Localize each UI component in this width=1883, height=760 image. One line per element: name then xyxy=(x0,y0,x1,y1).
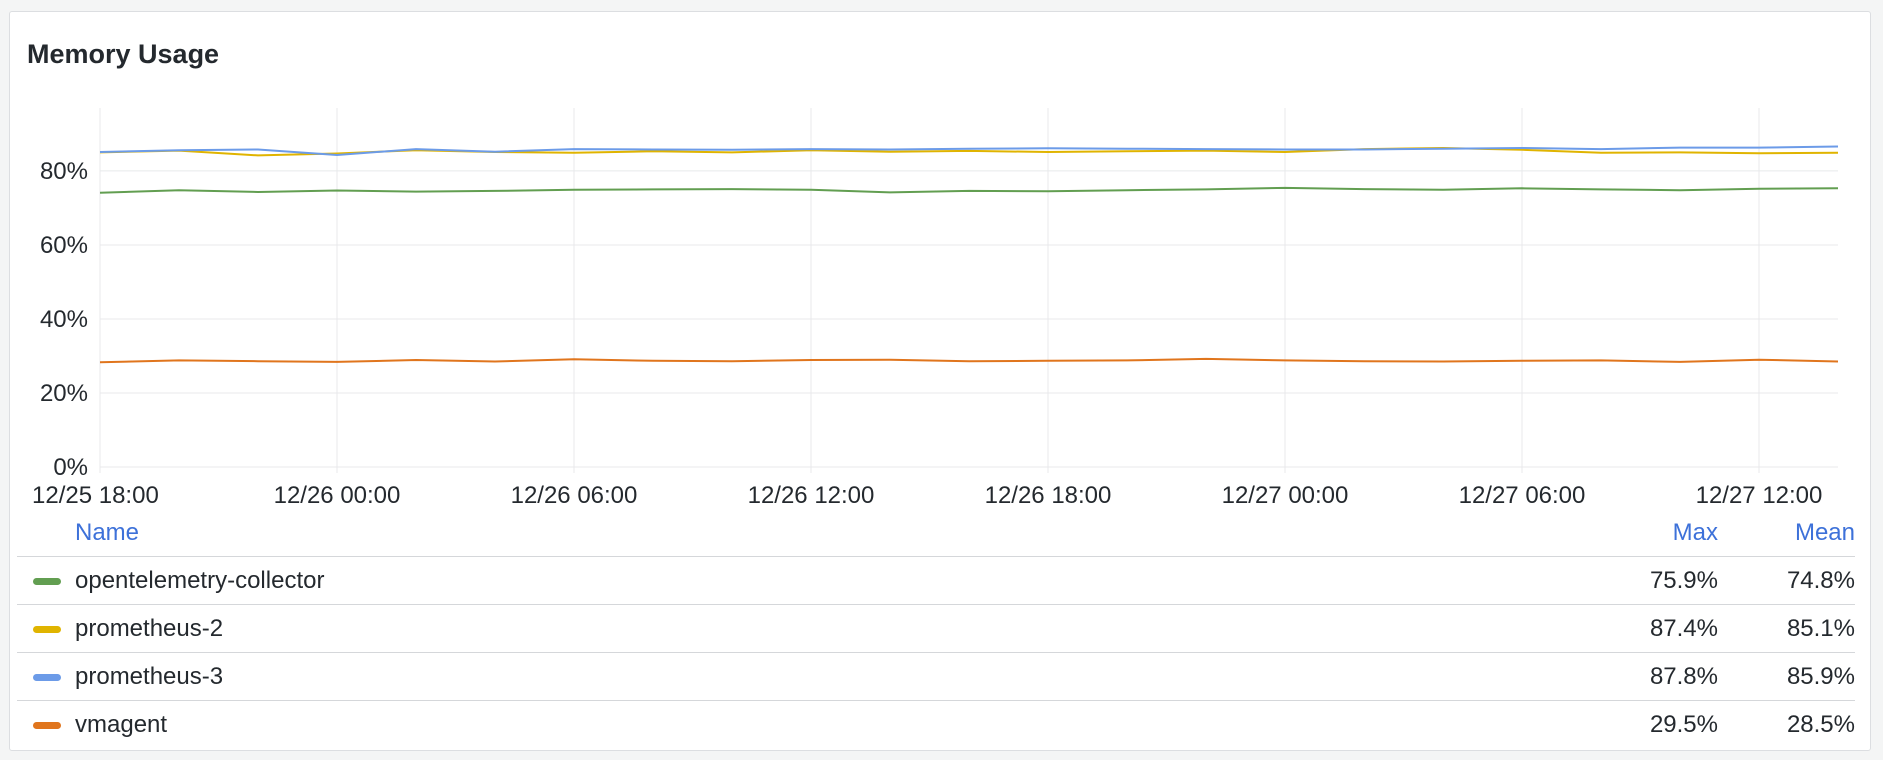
series-color-swatch[interactable] xyxy=(33,578,61,585)
x-tick-label: 12/26 06:00 xyxy=(511,482,638,509)
series-max: 87.4% xyxy=(1649,615,1718,642)
y-axis: 0% 20% 40% 60% 80% xyxy=(40,158,88,481)
series-max: 29.5% xyxy=(1649,711,1718,738)
x-tick-label: 12/25 18:00 xyxy=(32,482,159,509)
legend-header-name[interactable]: Name xyxy=(75,519,140,546)
series-color-swatch[interactable] xyxy=(33,674,61,681)
series-line-prometheus-3 xyxy=(99,145,1839,156)
series-mean: 85.1% xyxy=(1786,615,1855,642)
legend-row-vmagent[interactable]: vmagent 29.5% 28.5% xyxy=(17,701,1855,748)
panel-title: Memory Usage xyxy=(27,39,220,69)
x-tick-label: 12/27 12:00 xyxy=(1696,482,1823,509)
series-name[interactable]: prometheus-3 xyxy=(75,663,224,690)
y-tick-label: 40% xyxy=(40,306,88,333)
series-color-swatch[interactable] xyxy=(33,626,61,633)
series-line-opentelemetry-collector xyxy=(99,186,1839,194)
x-tick-label: 12/27 06:00 xyxy=(1459,482,1586,509)
x-axis: 12/25 18:00 12/26 00:00 12/26 06:00 12/26 1… xyxy=(32,482,1822,509)
chart-series xyxy=(99,145,1839,364)
line-chart: 0%20%40%60%80% 12/25 18:00 12/26 00:00 12/… xyxy=(32,108,1839,509)
series-mean: 28.5% xyxy=(1786,711,1855,738)
series-mean: 74.8% xyxy=(1786,567,1855,594)
series-max: 75.9% xyxy=(1649,567,1718,594)
legend-header-max[interactable]: Max xyxy=(1672,519,1718,546)
legend-header: Name Max Mean xyxy=(17,510,1855,557)
x-tick-label: 12/26 00:00 xyxy=(274,482,401,509)
series-name[interactable]: prometheus-2 xyxy=(75,615,224,642)
legend-table: Name Max Mean opentelemetry-collector 75… xyxy=(17,510,1855,748)
chart-grid xyxy=(99,108,1838,473)
series-mean: 85.9% xyxy=(1786,663,1855,690)
y-tick-label: 60% xyxy=(40,232,88,259)
legend-row-prometheus-2[interactable]: prometheus-2 87.4% 85.1% xyxy=(17,605,1855,653)
series-max: 87.8% xyxy=(1649,663,1718,690)
x-tick-label: 12/26 12:00 xyxy=(748,482,875,509)
legend-row-opentelemetry-collector[interactable]: opentelemetry-collector 75.9% 74.8% xyxy=(17,557,1855,605)
y-tick-label: 80% xyxy=(40,158,88,185)
legend-row-prometheus-3[interactable]: prometheus-3 87.8% 85.9% xyxy=(17,653,1855,701)
series-line-vmagent xyxy=(99,357,1839,364)
series-name[interactable]: vmagent xyxy=(75,711,168,738)
x-tick-label: 12/27 00:00 xyxy=(1222,482,1349,509)
series-name[interactable]: opentelemetry-collector xyxy=(75,567,325,594)
y-tick-label: 0% xyxy=(53,454,88,481)
y-tick-label: 20% xyxy=(40,380,88,407)
series-color-swatch[interactable] xyxy=(33,722,61,729)
memory-usage-panel: Memory Usage xyxy=(9,11,1871,751)
legend-header-mean[interactable]: Mean xyxy=(1794,519,1855,546)
x-tick-label: 12/26 18:00 xyxy=(985,482,1112,509)
